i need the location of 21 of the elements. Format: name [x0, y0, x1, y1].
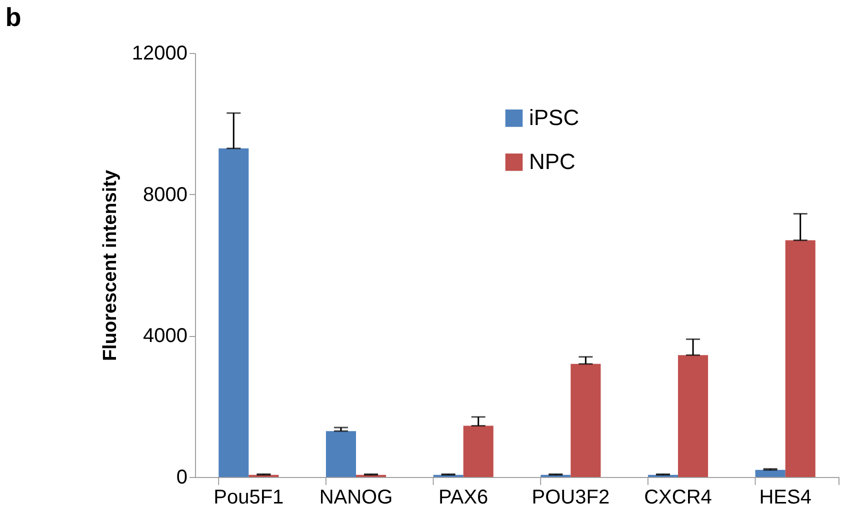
chart-title: b: [5, 2, 22, 32]
y-tick-label: 8000: [143, 184, 188, 206]
y-tick-label: 4000: [143, 325, 188, 348]
x-tick-label: PAX6: [438, 486, 488, 508]
bar: [570, 364, 601, 477]
y-tick-label: 12000: [132, 42, 188, 64]
x-tick-label: CXCR4: [644, 486, 712, 508]
bar: [463, 426, 494, 477]
legend-label: NPC: [529, 149, 576, 174]
x-tick-label: HES4: [759, 486, 812, 508]
y-axis-title: Fluorescent intensity: [100, 170, 121, 362]
x-tick-label: POU3F2: [532, 486, 610, 508]
x-tick-label: NANOG: [319, 486, 393, 508]
bar: [755, 470, 786, 477]
bar: [785, 240, 816, 477]
legend-label: iPSC: [529, 105, 580, 130]
x-tick-label: Pou5F1: [214, 486, 284, 508]
bar: [678, 355, 708, 477]
bar: [326, 431, 356, 477]
y-tick-label: 0: [176, 466, 188, 488]
bar: [218, 148, 249, 477]
